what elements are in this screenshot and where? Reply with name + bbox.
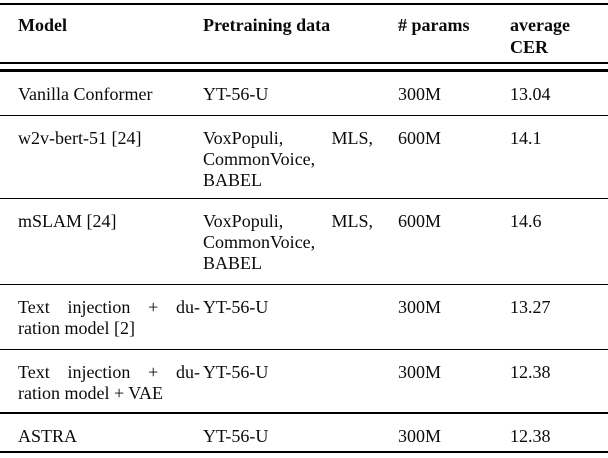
model-line: Text injection + du- <box>18 296 200 317</box>
pretraining-line: CommonVoice, <box>203 232 316 252</box>
pretraining-cell: VoxPopuli, MLS, CommonVoice, BABEL <box>203 199 398 284</box>
pretraining-cell: YT-56-U <box>203 285 398 350</box>
table-row-w2v-bert-51: w2v-bert-51 [24] VoxPopuli, MLS, CommonV… <box>0 116 608 199</box>
params-cell: 600M <box>398 211 442 231</box>
params-cell: 300M <box>398 362 442 382</box>
model-line: w2v-bert-51 [24] <box>18 127 142 148</box>
table-row-text-injection-duration: Text injection + du- ration model [2] YT… <box>0 285 608 350</box>
pretraining-cell: YT-56-U <box>203 414 398 451</box>
model-line: ASTRA <box>18 425 78 446</box>
model-cell: Text injection + du- ration model + VAE <box>0 350 203 412</box>
table-row-mslam: mSLAM [24] VoxPopuli, MLS, CommonVoice, … <box>0 199 608 285</box>
model-cell: w2v-bert-51 [24] <box>0 116 203 199</box>
col-header-model: Model <box>18 15 67 35</box>
model-line: Vanilla Conformer <box>18 84 153 104</box>
cer-cell: 13.27 <box>510 296 551 317</box>
params-cell: 300M <box>398 425 442 446</box>
pretraining-line: CommonVoice, <box>203 148 316 169</box>
model-cell: ASTRA <box>0 414 203 451</box>
params-cell: 300M <box>398 84 442 104</box>
cer-cell: 12.38 <box>510 425 551 446</box>
model-line: ration model + VAE <box>18 383 163 403</box>
pretraining-line: BABEL <box>203 253 263 273</box>
model-cell: mSLAM [24] <box>0 199 203 284</box>
model-line: ration model [2] <box>18 317 135 338</box>
pretraining-line: BABEL <box>203 169 263 190</box>
model-line: mSLAM [24] <box>18 211 117 231</box>
params-cell: 300M <box>398 296 442 317</box>
cer-cell: 13.04 <box>510 84 551 104</box>
pretraining-cell: YT-56-U <box>203 72 398 115</box>
pretraining-line: VoxPopuli, MLS, <box>203 211 373 231</box>
cer-cell: 14.1 <box>510 127 542 148</box>
pretraining-line: YT-56-U <box>203 296 269 317</box>
table-header-row: Model Pretraining data # params average … <box>0 5 608 62</box>
col-header-num-params: # params <box>398 15 470 35</box>
table-row-vanilla-conformer: Vanilla Conformer YT-56-U 300M 13.04 <box>0 72 608 116</box>
col-header-average-cer: average CER <box>510 15 570 57</box>
pretraining-line: YT-56-U <box>203 84 269 104</box>
pretraining-cell: VoxPopuli, MLS, CommonVoice, BABEL <box>203 116 398 199</box>
col-header-pretraining-data: Pretraining data <box>203 15 331 35</box>
model-cell: Vanilla Conformer <box>0 72 203 115</box>
pretraining-line: VoxPopuli, MLS, <box>203 127 373 148</box>
params-cell: 600M <box>398 127 442 148</box>
model-cell: Text injection + du- ration model [2] <box>0 285 203 350</box>
pretraining-line: YT-56-U <box>203 425 269 446</box>
cer-cell: 12.38 <box>510 362 551 382</box>
results-table: Model Pretraining data # params average … <box>0 3 608 453</box>
model-line: Text injection + du- <box>18 362 200 382</box>
pretraining-line: YT-56-U <box>203 362 269 382</box>
header-double-rule <box>0 62 608 72</box>
pretraining-cell: YT-56-U <box>203 350 398 412</box>
table-row-text-injection-duration-vae: Text injection + du- ration model + VAE … <box>0 350 608 414</box>
cer-cell: 14.6 <box>510 211 542 231</box>
table-row-astra: ASTRA YT-56-U 300M 12.38 <box>0 414 608 451</box>
